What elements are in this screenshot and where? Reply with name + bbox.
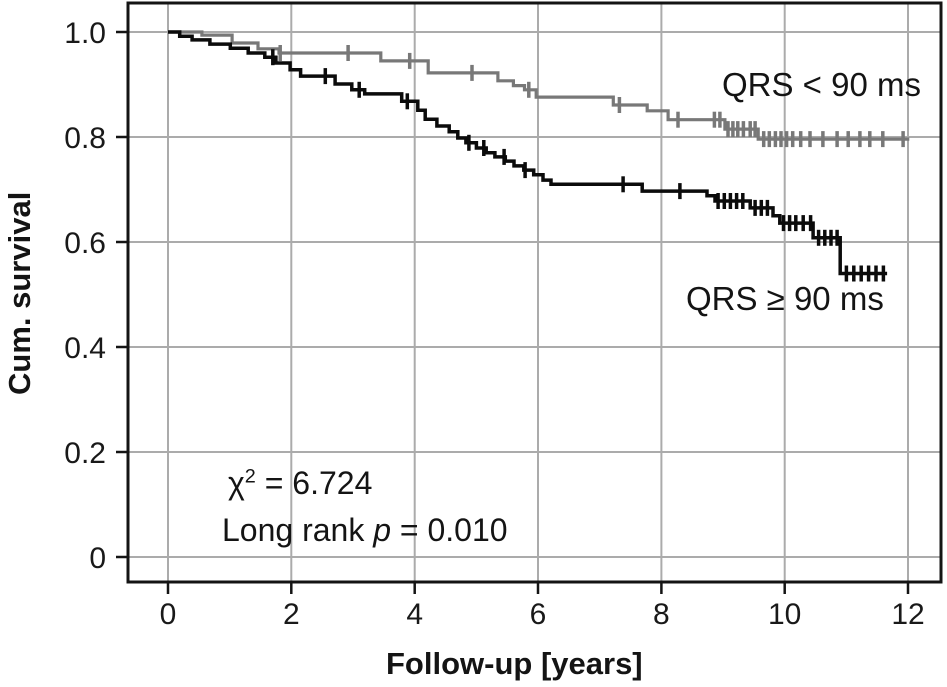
x-tick-label: 4: [406, 598, 423, 631]
y-tick-label: 0.2: [64, 437, 106, 470]
stats-annotation: χ2 = 6.724 Long rank p = 0.010: [222, 460, 508, 554]
y-axis-title: Cum. survival: [2, 191, 37, 395]
logrank-prefix: Long rank: [222, 512, 374, 548]
series-label-qrs-lt-90: QRS < 90 ms: [722, 66, 921, 103]
y-tick-label: 0.4: [64, 332, 106, 365]
chi-symbol: χ: [228, 465, 245, 501]
y-tick-label: 0.6: [64, 227, 106, 260]
logrank-value: = 0.010: [391, 512, 508, 548]
survival-curve-qrs-ge-90: [168, 30, 888, 276]
logrank-line: Long rank p = 0.010: [222, 507, 508, 554]
x-tick-label: 10: [768, 598, 801, 631]
chi-square-line: χ2 = 6.724: [222, 460, 508, 507]
survival-curve-qrs-lt-90: [168, 30, 910, 141]
logrank-p-symbol: p: [373, 512, 392, 548]
x-tick-label: 12: [891, 598, 924, 631]
x-tick-label: 0: [160, 598, 177, 631]
chi-superscript: 2: [244, 465, 256, 488]
chi-value: = 6.724: [255, 465, 373, 501]
x-axis-title: Follow-up [years]: [386, 646, 643, 681]
x-tick-label: 8: [653, 598, 670, 631]
series-label-qrs-ge-90: QRS ≥ 90 ms: [686, 280, 884, 317]
x-tick-label: 6: [530, 598, 547, 631]
y-tick-label: 1.0: [64, 17, 106, 50]
plot-border: [126, 1, 943, 584]
x-tick-label: 2: [283, 598, 300, 631]
y-tick-label: 0.8: [64, 122, 106, 155]
y-tick-label: 0: [89, 542, 106, 575]
